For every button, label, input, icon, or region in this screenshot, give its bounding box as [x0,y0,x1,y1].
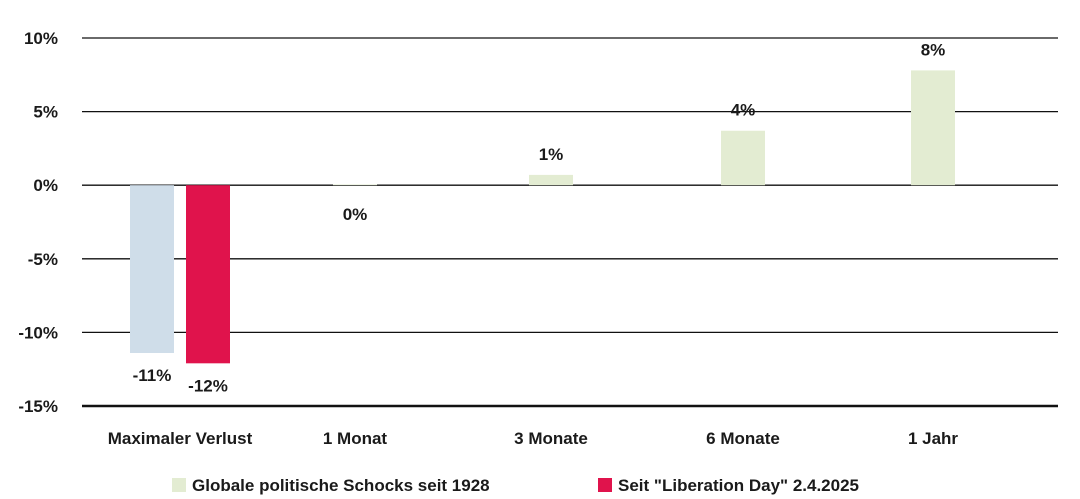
y-tick-label: 0% [33,176,58,195]
legend: Globale politische Schocks seit 1928 Seit… [172,476,859,495]
data-label: 1% [539,145,564,164]
y-axis-ticks: 10% 5% 0% -5% -10% -15% [18,29,58,416]
y-tick-label: 5% [33,103,58,122]
legend-swatch [598,478,612,492]
data-label: 8% [921,40,946,59]
data-label: 4% [731,101,756,120]
data-labels: -11% -12% 0% 1% 4% 8% [133,40,946,395]
bar-liberation-day-0 [186,185,230,364]
legend-label: Seit "Liberation Day" 2.4.2025 [618,476,859,495]
category-label: 6 Monate [706,429,780,448]
category-label: 1 Jahr [908,429,958,448]
category-label: 3 Monate [514,429,588,448]
y-tick-label: -5% [28,250,58,269]
bar-globale-schocks-2 [529,174,573,186]
category-label: 1 Monat [323,429,388,448]
bars [130,70,955,364]
legend-swatch [172,478,186,492]
bar-globale-schocks-1 [333,184,377,186]
y-tick-label: 10% [24,29,58,48]
data-label: -12% [188,376,228,395]
bar-globale-schocks-0 [130,185,174,354]
bar-globale-schocks-3 [721,130,765,186]
data-label: 0% [343,205,368,224]
x-axis-categories: Maximaler Verlust 1 Monat 3 Monate 6 Monate… [108,429,959,448]
category-label: Maximaler Verlust [108,429,253,448]
y-tick-label: -15% [18,397,58,416]
bar-globale-schocks-4 [911,70,955,186]
y-tick-label: -10% [18,323,58,342]
data-label: -11% [133,366,172,385]
legend-label: Globale politische Schocks seit 1928 [192,476,490,495]
